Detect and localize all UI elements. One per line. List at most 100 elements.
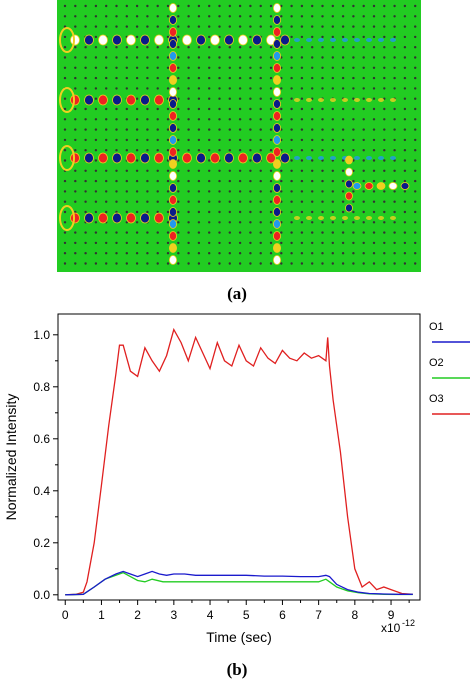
rod	[311, 221, 314, 224]
rod	[372, 210, 376, 214]
field-spot	[169, 15, 178, 25]
rod	[300, 200, 304, 203]
rod	[372, 138, 376, 142]
rod	[249, 210, 252, 214]
rod	[208, 200, 211, 203]
field-spot	[378, 216, 384, 220]
rod	[84, 149, 87, 152]
rod	[177, 107, 180, 111]
rod	[115, 149, 118, 152]
field-spot	[366, 38, 372, 42]
rod	[372, 87, 376, 90]
field-spot	[280, 34, 290, 46]
rod	[177, 231, 180, 234]
rod	[94, 107, 98, 111]
field-spot	[266, 152, 276, 164]
rod	[197, 200, 201, 203]
rod	[135, 252, 139, 255]
rod	[94, 190, 98, 193]
rod	[269, 76, 273, 80]
rod	[63, 35, 67, 39]
rod	[208, 15, 211, 18]
rod	[135, 35, 139, 39]
rod	[218, 252, 221, 255]
rod	[321, 118, 324, 121]
rod	[238, 138, 242, 142]
rod	[166, 46, 170, 49]
rod	[331, 138, 334, 142]
rod	[84, 87, 87, 90]
field-spot	[169, 87, 178, 97]
rod	[311, 46, 314, 49]
rod	[238, 4, 242, 8]
rod	[135, 66, 139, 70]
rod	[166, 262, 170, 265]
rod	[166, 241, 170, 245]
rod	[135, 190, 139, 193]
rod	[197, 97, 201, 100]
field-spot	[330, 38, 336, 42]
rod	[187, 262, 190, 265]
rod	[383, 118, 386, 121]
field-spot	[318, 156, 324, 160]
rod	[187, 179, 190, 183]
rod	[362, 107, 365, 111]
rod	[94, 221, 98, 224]
rod	[259, 76, 262, 80]
rod	[125, 46, 128, 49]
rod	[403, 25, 407, 28]
rod	[331, 87, 334, 90]
panel-label-b: (b)	[226, 660, 248, 679]
field-spot	[112, 34, 122, 46]
source-halo	[59, 87, 75, 113]
rod	[403, 56, 407, 59]
rod	[393, 241, 396, 245]
x-axis-label: Time (sec)	[206, 629, 272, 645]
rod	[218, 200, 221, 203]
rod	[218, 107, 221, 111]
rod	[311, 107, 314, 111]
rod	[311, 241, 314, 245]
rod	[135, 46, 139, 49]
rod	[300, 169, 304, 172]
rod	[321, 76, 324, 80]
field-spot	[366, 216, 372, 220]
rod	[238, 231, 242, 234]
rod	[269, 15, 273, 18]
rod	[228, 179, 231, 183]
rod	[84, 190, 87, 193]
rod	[269, 56, 273, 59]
rod	[166, 221, 170, 224]
field-spot	[272, 195, 281, 205]
rod	[105, 241, 108, 245]
rod	[156, 66, 159, 70]
rod	[280, 262, 283, 265]
field-spot	[169, 27, 178, 37]
rod	[269, 169, 273, 172]
rod	[341, 56, 345, 59]
rod	[290, 262, 293, 265]
rod	[208, 169, 211, 172]
rod	[341, 200, 345, 203]
rod	[187, 118, 190, 121]
rod	[321, 128, 324, 131]
rod	[403, 128, 407, 131]
field-spot	[169, 51, 178, 61]
rod	[311, 179, 314, 183]
rod	[135, 97, 139, 100]
field-spot	[182, 152, 192, 164]
rod	[414, 221, 417, 224]
rod	[63, 107, 67, 111]
field-spot	[272, 219, 281, 229]
rod	[414, 56, 417, 59]
rod	[166, 15, 170, 18]
rod	[259, 252, 262, 255]
rod	[146, 66, 149, 70]
rod	[84, 4, 87, 8]
rod	[414, 159, 417, 162]
rod	[341, 210, 345, 214]
rod	[352, 107, 355, 111]
field-spot	[342, 38, 348, 42]
rod	[372, 118, 376, 121]
field-spot	[169, 243, 178, 253]
